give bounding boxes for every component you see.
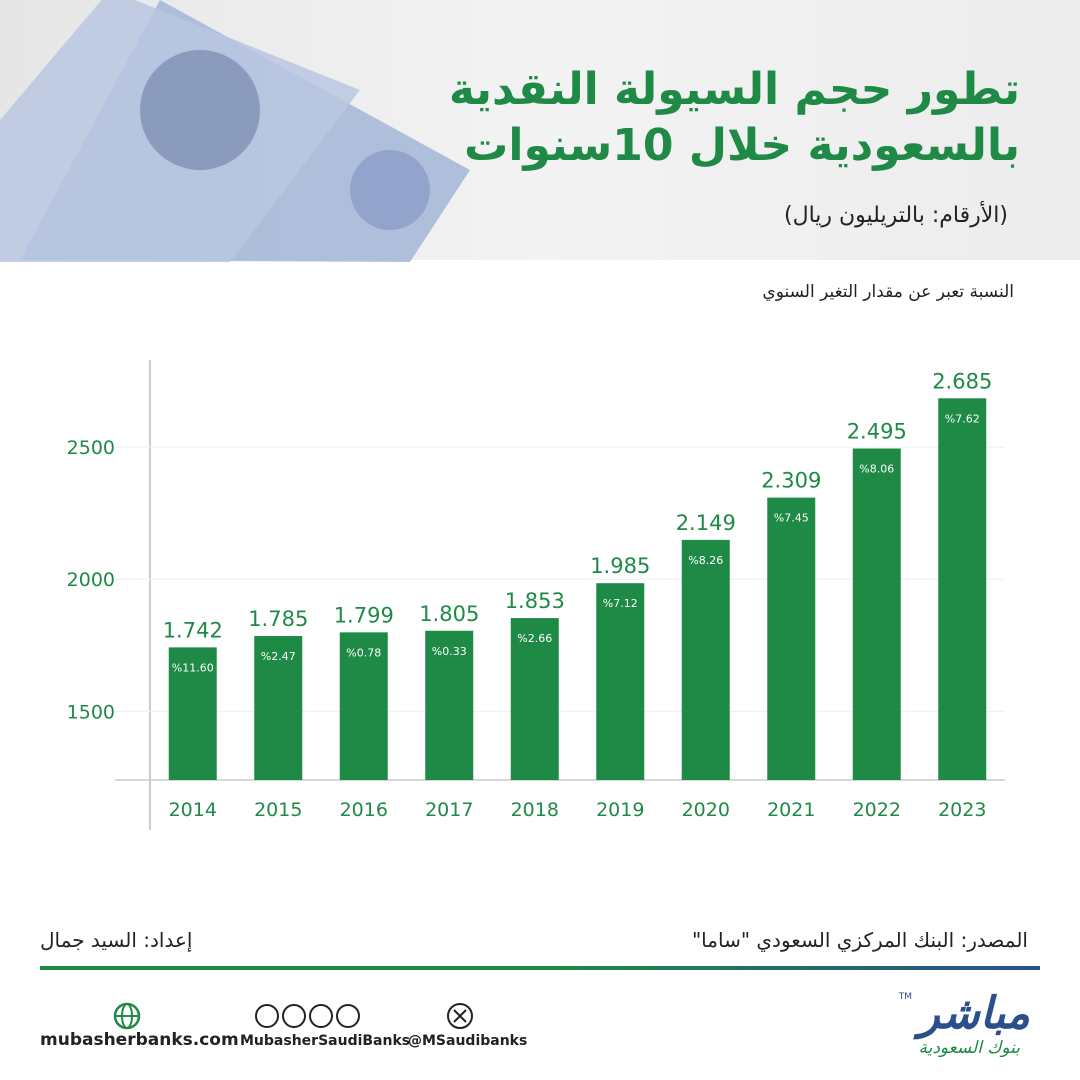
change-label: %8.26 xyxy=(688,554,723,567)
change-label: %7.12 xyxy=(603,597,638,610)
subtitle: (الأرقام: بالتريليون ريال) xyxy=(784,203,1008,228)
bar xyxy=(254,636,303,780)
change-label: %2.47 xyxy=(261,650,296,663)
bar xyxy=(938,398,987,780)
bar xyxy=(339,632,388,780)
x-tick-label: 2015 xyxy=(254,799,302,821)
change-label: %7.62 xyxy=(945,412,980,425)
title-line: تطور حجم السيولة النقدية xyxy=(448,64,1020,115)
y-tick-label: 2500 xyxy=(67,437,115,459)
bar xyxy=(681,539,730,780)
change-label: %0.78 xyxy=(346,646,381,659)
x-handle: @MSaudibanks xyxy=(408,1033,528,1049)
x-tick-label: 2020 xyxy=(682,799,730,821)
change-label: %7.45 xyxy=(774,512,809,525)
bar xyxy=(852,448,901,780)
bar xyxy=(425,630,474,780)
website: mubasherbanks.com xyxy=(40,1030,239,1050)
value-label: 2.495 xyxy=(847,419,907,443)
prepared-by: إعداد: السيد جمال xyxy=(40,928,193,952)
value-label: 2.149 xyxy=(676,511,736,535)
x-tick-label: 2019 xyxy=(596,799,644,821)
value-label: 2.309 xyxy=(761,469,821,493)
bar xyxy=(510,618,559,780)
value-label: 1.805 xyxy=(419,602,479,626)
x-tick-label: 2014 xyxy=(169,799,217,821)
icons xyxy=(113,1002,473,1030)
x-tick-label: 2022 xyxy=(853,799,901,821)
y-tick-label: 2000 xyxy=(67,569,115,591)
chart: 1500 2000 2500 2014 1.742 %11.60 2015 1.785 %2.4… xyxy=(67,360,1005,830)
title: تطور حجم السيولة النقدية بالسعودية خلال … xyxy=(420,62,1020,174)
x-tick-label: 2021 xyxy=(767,799,815,821)
x-tick-label: 2018 xyxy=(511,799,559,821)
logo: مباشر xyxy=(918,988,1030,1039)
value-label: 1.985 xyxy=(590,554,650,578)
banknote-art xyxy=(0,0,470,262)
divider xyxy=(40,966,1040,970)
value-label: 1.742 xyxy=(163,618,223,642)
change-label: %11.60 xyxy=(172,661,214,674)
bar xyxy=(596,583,645,780)
logo-sub: بنوك السعودية xyxy=(918,1038,1020,1058)
source: المصدر: البنك المركزي السعودي "ساما" xyxy=(691,928,1028,952)
title-line: بالسعودية خلال 10سنوات xyxy=(464,120,1020,171)
change-label: %8.06 xyxy=(859,462,894,475)
value-label: 1.785 xyxy=(248,607,308,631)
x-tick-label: 2023 xyxy=(938,799,986,821)
trademark: TM xyxy=(898,992,912,1002)
note: النسبة تعبر عن مقدار التغير السنوي xyxy=(762,282,1014,302)
social-handle: MubasherSaudiBanks xyxy=(240,1033,411,1049)
value-label: 1.799 xyxy=(334,603,394,627)
bar xyxy=(767,497,816,780)
x-tick-label: 2016 xyxy=(340,799,388,821)
value-label: 1.853 xyxy=(505,589,565,613)
x-tick-label: 2017 xyxy=(425,799,473,821)
bar xyxy=(168,647,217,780)
change-label: %2.66 xyxy=(517,632,552,645)
change-label: %0.33 xyxy=(432,645,467,658)
y-tick-label: 1500 xyxy=(67,701,115,723)
value-label: 2.685 xyxy=(932,369,992,393)
